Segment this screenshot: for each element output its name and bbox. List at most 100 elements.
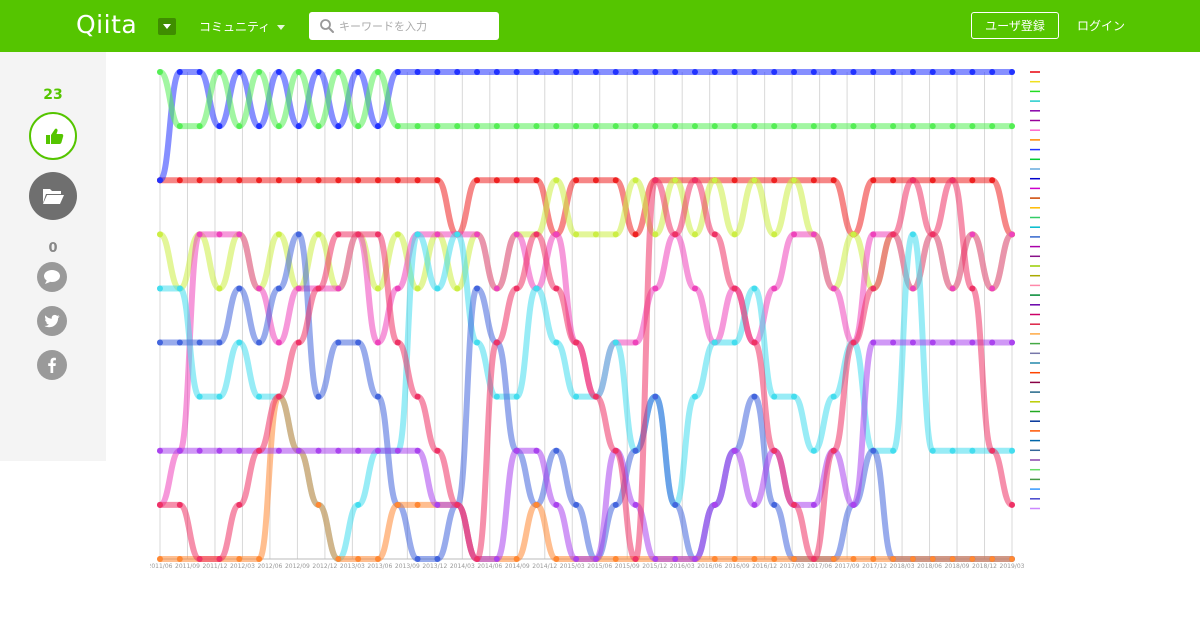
series-point [414, 177, 421, 184]
series-point [771, 501, 778, 508]
series-point [533, 285, 540, 292]
series-point [929, 556, 936, 562]
series-point [275, 393, 282, 400]
series-point [414, 501, 421, 508]
series-point [513, 285, 520, 292]
series-point [791, 501, 798, 508]
legend-item: Go [1030, 294, 1040, 296]
series-point [157, 501, 163, 508]
legend-item: R [1030, 274, 1040, 277]
series-point [553, 285, 560, 292]
series-point [850, 501, 857, 508]
twitter-share-button[interactable] [37, 306, 67, 336]
legend-item: Swift [1030, 430, 1040, 432]
legend-item: 初心者 [1030, 468, 1040, 471]
series-point [256, 177, 263, 184]
search-input[interactable] [339, 16, 489, 36]
series-point [672, 177, 679, 184]
x-tick-label: 2018/09 [945, 563, 970, 570]
series-point [711, 123, 718, 130]
series-point [632, 231, 639, 238]
series-point [731, 69, 738, 75]
series-point [256, 556, 263, 562]
series-point [731, 339, 738, 346]
series-point [731, 123, 738, 130]
series-point [315, 447, 322, 454]
signup-button[interactable]: ユーザ登録 [971, 12, 1059, 39]
series-point [909, 69, 916, 75]
series-point [335, 447, 342, 454]
series-point [949, 285, 956, 292]
series-point [315, 285, 322, 292]
series-point [573, 69, 580, 75]
x-tick-label: 2016/06 [697, 563, 722, 570]
series-point [315, 123, 322, 130]
series-point [394, 123, 401, 130]
series-point [236, 231, 243, 238]
series-point [295, 69, 302, 75]
series-point [236, 69, 243, 75]
series-point [493, 285, 500, 292]
series-point [474, 231, 481, 238]
series-point [672, 501, 679, 508]
series-point [493, 123, 500, 130]
x-tick-label: 2015/09 [615, 563, 640, 570]
facebook-share-button[interactable] [37, 350, 67, 380]
search-box[interactable] [309, 12, 499, 40]
stock-button[interactable] [29, 172, 77, 220]
series-point [810, 231, 817, 238]
series-point [335, 177, 342, 184]
legend-item: Unity [1030, 459, 1040, 461]
series-point [394, 177, 401, 184]
series-point [652, 393, 659, 400]
series-point [771, 556, 778, 562]
series-point [890, 177, 897, 184]
like-button[interactable] [29, 112, 77, 160]
series-point [949, 177, 956, 184]
series-point [830, 556, 837, 562]
series-point [216, 69, 223, 75]
series-point [216, 393, 223, 400]
logo-dropdown-toggle[interactable] [158, 18, 176, 35]
series-point [771, 285, 778, 292]
legend-item: Qiita [1030, 100, 1040, 102]
series-point [553, 339, 560, 346]
series-point [256, 285, 263, 292]
x-tick-label: 2016/09 [725, 563, 750, 570]
series-point [454, 123, 461, 130]
series-point [374, 556, 381, 562]
series-point [949, 556, 956, 562]
series-point [731, 231, 738, 238]
series-point [771, 177, 778, 184]
series-point [513, 69, 520, 75]
series-point [751, 69, 758, 75]
legend-item: Rails [1030, 168, 1040, 170]
series-point [890, 556, 897, 562]
series-point [493, 393, 500, 400]
series-point [949, 123, 956, 130]
chart-series-lines [157, 68, 1015, 563]
chevron-down-icon[interactable] [277, 25, 285, 30]
series-point [216, 447, 223, 454]
series-point [1009, 501, 1015, 508]
series-point [969, 231, 976, 238]
series-point [830, 123, 837, 130]
legend-item: Docker [1030, 439, 1040, 442]
series-point [157, 556, 163, 562]
series-point [850, 123, 857, 130]
legend-item: Objective-C [1030, 80, 1040, 83]
series-point [870, 339, 877, 346]
x-tick-label: 2011/06 [150, 563, 173, 570]
qiita-logo[interactable]: Qiita [76, 10, 138, 39]
series-point [612, 501, 619, 508]
login-link[interactable]: ログイン [1077, 19, 1126, 33]
community-menu[interactable]: コミュニティ [199, 20, 271, 34]
series-point [731, 556, 738, 562]
series-point [474, 177, 481, 184]
series-point [216, 231, 223, 238]
series-point [315, 393, 322, 400]
series-point [890, 231, 897, 238]
series-point [394, 285, 401, 292]
comment-button[interactable] [37, 262, 67, 292]
series-point [513, 393, 520, 400]
